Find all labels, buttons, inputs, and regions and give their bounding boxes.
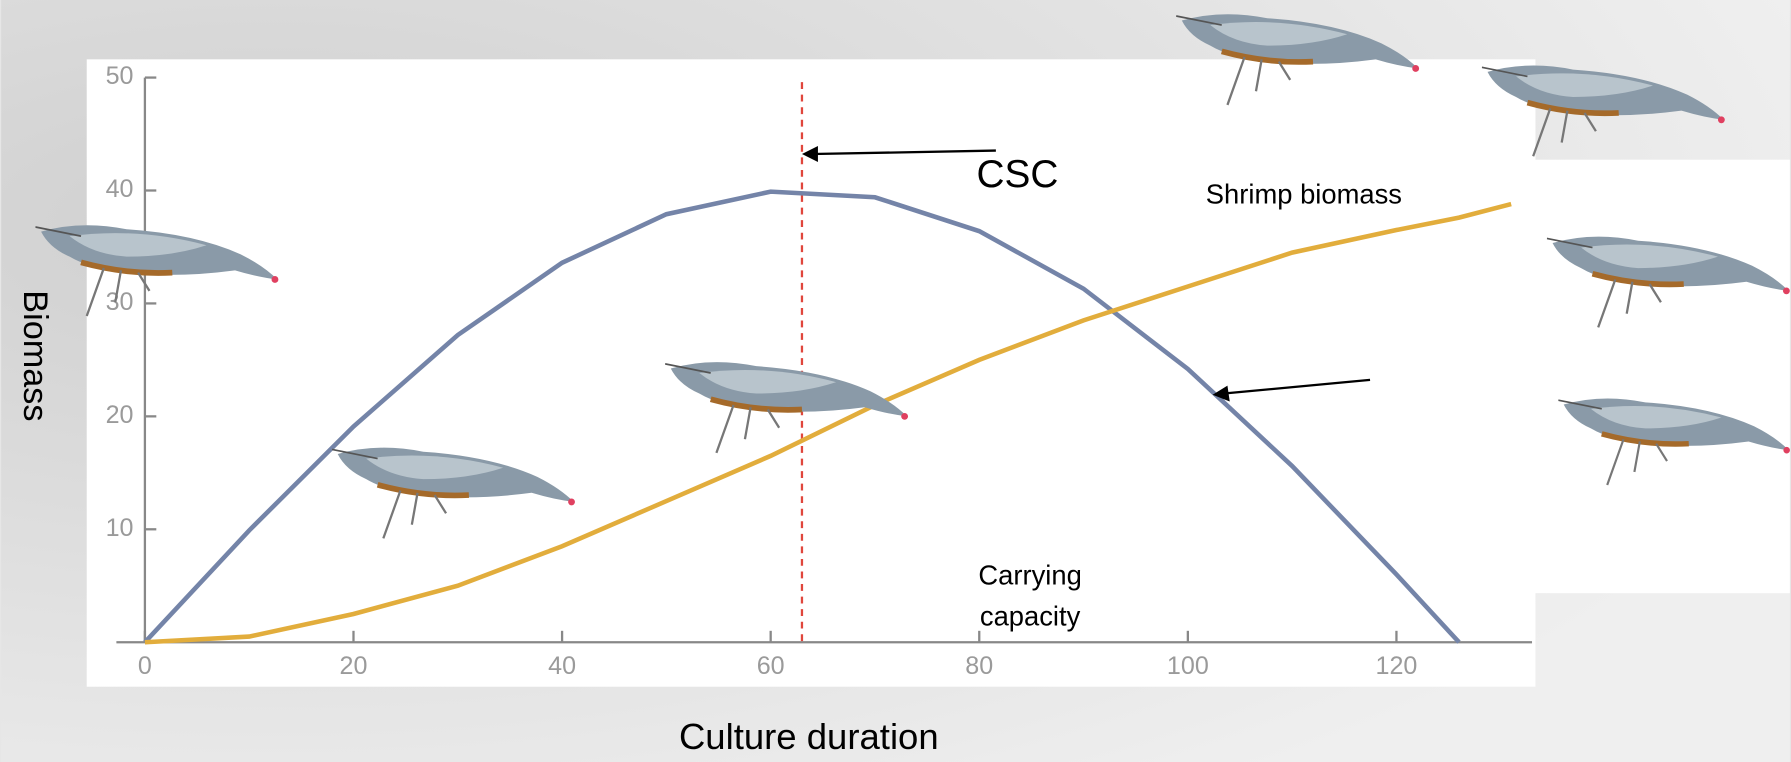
y-tick-label: 40	[106, 175, 134, 203]
x-tick-label: 80	[965, 652, 993, 680]
annotation-carrying-capacity: capacity	[980, 601, 1081, 632]
chart: 0 20 40 60 80 100 120 10 20 30 40 50 CSC Shrimp bio…	[0, 0, 1791, 762]
x-tick-label: 100	[1167, 652, 1209, 680]
y-tick-label: 30	[106, 288, 134, 316]
x-tick-label: 0	[138, 652, 152, 680]
y-tick-label: 20	[106, 401, 134, 429]
x-tick-label: 20	[340, 652, 368, 680]
y-tick-label: 50	[106, 62, 134, 90]
x-tick-label: 60	[757, 652, 785, 680]
x-tick-label: 40	[548, 652, 576, 680]
x-tick-label: 120	[1376, 652, 1418, 680]
annotation-carrying-capacity: Carrying	[978, 559, 1081, 590]
x-axis-label: Culture duration	[679, 716, 939, 757]
annotation-shrimp-biomass: Shrimp biomass	[1206, 178, 1402, 209]
panel-right	[1530, 160, 1790, 593]
annotation-csc: CSC	[976, 153, 1058, 196]
y-tick-label: 10	[106, 514, 134, 542]
y-axis-label: Biomass	[16, 290, 54, 421]
page: {"chart_data": { "type": "line", "x_labe…	[0, 0, 1791, 762]
